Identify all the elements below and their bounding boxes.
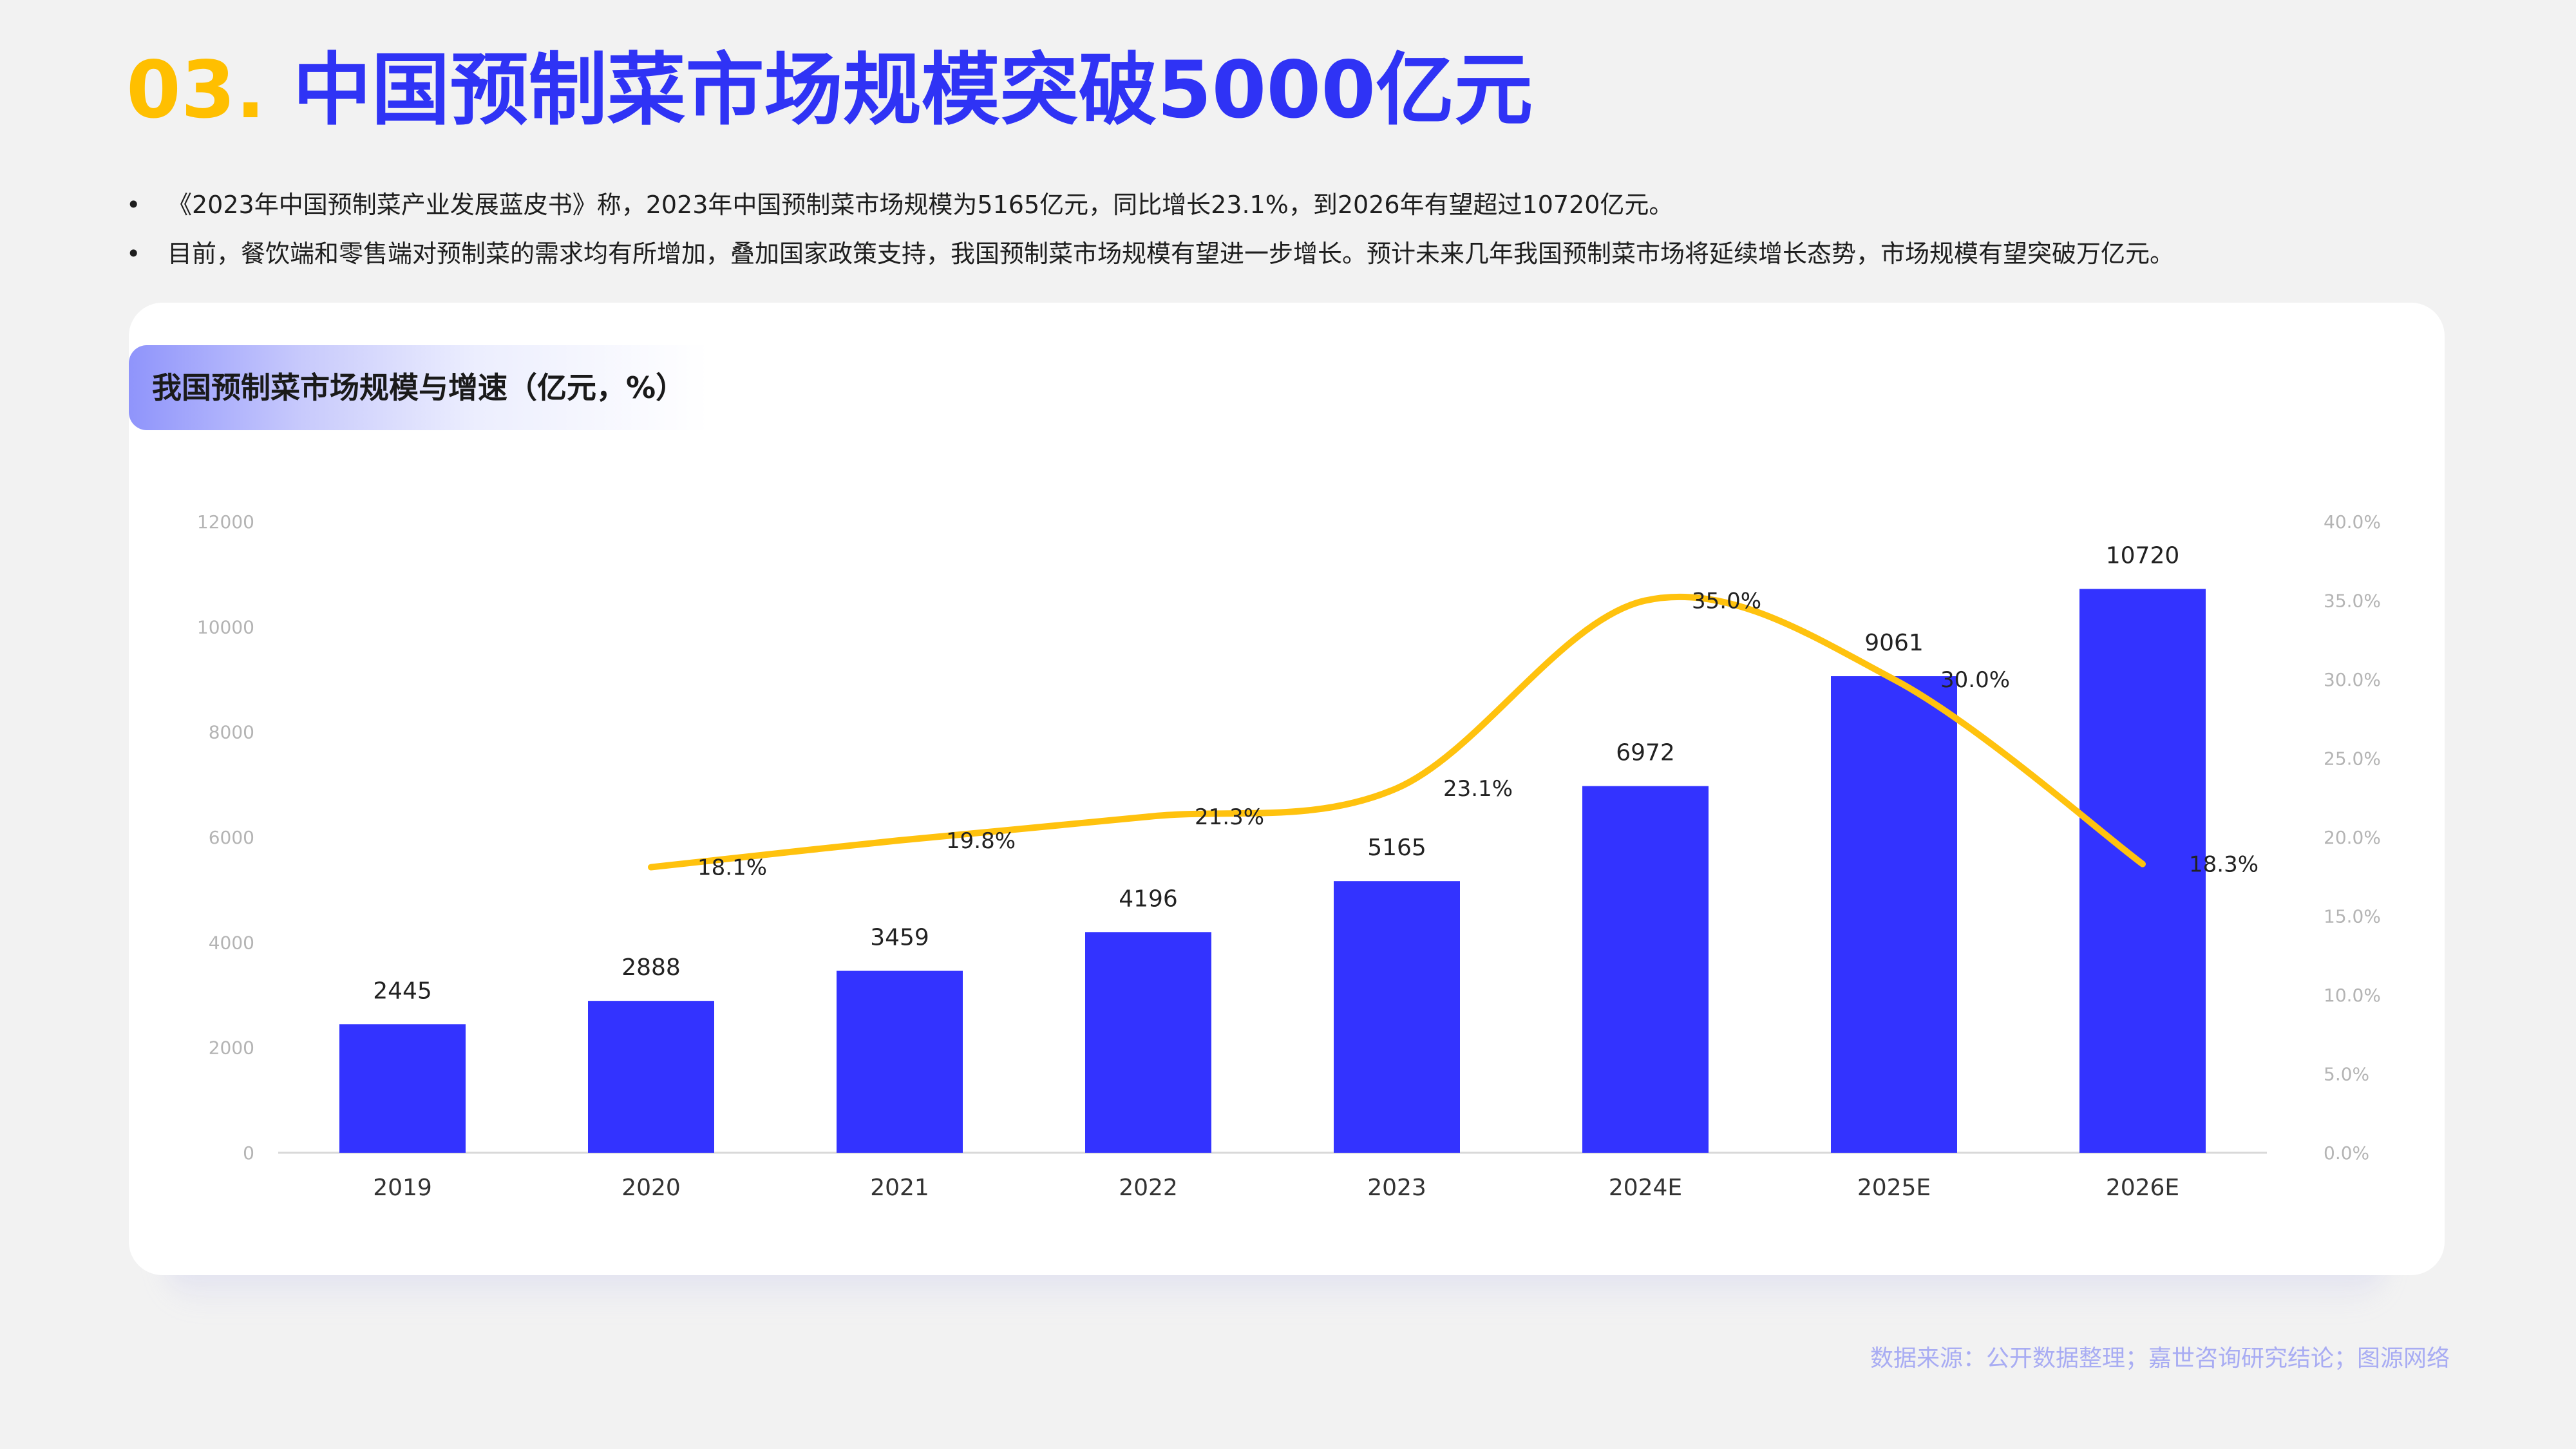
x-tick-label: 2025E xyxy=(1857,1175,1931,1201)
bar xyxy=(1831,676,1957,1153)
y-right-tick-label: 10.0% xyxy=(2324,985,2381,1006)
bar xyxy=(339,1024,466,1153)
section-number: 03. xyxy=(126,44,266,136)
bar-value-label: 2445 xyxy=(373,978,432,1004)
y-left-tick-label: 12000 xyxy=(197,511,254,533)
x-tick-label: 2023 xyxy=(1367,1175,1426,1201)
bar xyxy=(588,1001,714,1153)
page-title: 03. 中国预制菜市场规模突破5000亿元 xyxy=(126,39,1533,142)
line-value-label: 35.0% xyxy=(1692,589,1761,614)
y-right-tick-label: 35.0% xyxy=(2324,591,2381,612)
growth-line xyxy=(648,593,2146,871)
x-tick-label: 2021 xyxy=(870,1175,929,1201)
bar xyxy=(1334,881,1460,1153)
y-right-tick-label: 25.0% xyxy=(2324,748,2381,770)
bullet-dot-icon: • xyxy=(126,240,141,268)
y-left-tick-label: 8000 xyxy=(209,722,254,743)
bar xyxy=(1582,786,1709,1153)
y-right-tick-label: 20.0% xyxy=(2324,827,2381,848)
y-left-tick-label: 4000 xyxy=(209,932,254,953)
x-tick-label: 2024E xyxy=(1609,1175,1682,1201)
bullet-item: • 目前，餐饮端和零售端对预制菜的需求均有所增加，叠加国家政策支持，我国预制菜市… xyxy=(126,229,2509,278)
bullet-list: • 《2023年中国预制菜产业发展蓝皮书》称，2023年中国预制菜市场规模为51… xyxy=(126,180,2509,278)
y-right-tick-label: 15.0% xyxy=(2324,906,2381,927)
bullet-text: 《2023年中国预制菜产业发展蓝皮书》称，2023年中国预制菜市场规模为5165… xyxy=(167,191,1674,219)
x-tick-label: 2020 xyxy=(621,1175,681,1201)
y-right-tick-label: 40.0% xyxy=(2324,511,2381,533)
bullet-item: • 《2023年中国预制菜产业发展蓝皮书》称，2023年中国预制菜市场规模为51… xyxy=(126,180,2509,229)
y-left-tick-label: 6000 xyxy=(209,827,254,848)
bar xyxy=(837,971,963,1153)
bar-value-label: 10720 xyxy=(2106,543,2180,569)
bar-value-label: 3459 xyxy=(870,925,929,951)
x-tick-label: 2022 xyxy=(1119,1175,1178,1201)
combo-chart: 0 2000 4000 6000 8000 10000 12000 0.0% 5.0% 10.0%… xyxy=(197,511,2381,1201)
line-value-label: 23.1% xyxy=(1443,776,1513,802)
card-header-band xyxy=(129,345,708,430)
bullet-text: 目前，餐饮端和零售端对预制菜的需求均有所增加，叠加国家政策支持，我国预制菜市场规… xyxy=(167,240,2175,268)
line-value-label: 19.8% xyxy=(946,828,1016,854)
card-title: 我国预制菜市场规模与增速（亿元，%） xyxy=(152,370,686,405)
y-right-tick-label: 5.0% xyxy=(2324,1064,2369,1085)
bar-value-label: 4196 xyxy=(1119,886,1178,912)
title-text: 中国预制菜市场规模突破5000亿元 xyxy=(292,44,1533,136)
data-source: 数据来源：公开数据整理；嘉世咨询研究结论；图源网络 xyxy=(1870,1345,2450,1372)
y-left-tick-label: 10000 xyxy=(197,616,254,638)
line-value-label: 18.3% xyxy=(2189,852,2259,878)
bar-value-label: 2888 xyxy=(621,954,681,981)
bar xyxy=(1085,932,1211,1153)
bullet-dot-icon: • xyxy=(126,191,141,219)
y-left-tick-label: 0 xyxy=(243,1142,254,1164)
y-left-tick-label: 2000 xyxy=(209,1037,254,1059)
line-value-label: 30.0% xyxy=(1940,667,2010,693)
bar-value-label: 9061 xyxy=(1864,630,1924,656)
x-tick-label: 2026E xyxy=(2106,1175,2179,1201)
bar xyxy=(2079,589,2206,1153)
bar-value-label: 5165 xyxy=(1367,835,1426,861)
line-value-label: 18.1% xyxy=(697,855,767,881)
x-tick-label: 2019 xyxy=(373,1175,432,1201)
bar-value-label: 6972 xyxy=(1616,740,1675,766)
y-right-tick-label: 0.0% xyxy=(2324,1142,2369,1164)
chart-card xyxy=(129,303,2445,1275)
y-right-tick-label: 30.0% xyxy=(2324,669,2381,690)
line-value-label: 21.3% xyxy=(1195,804,1264,830)
